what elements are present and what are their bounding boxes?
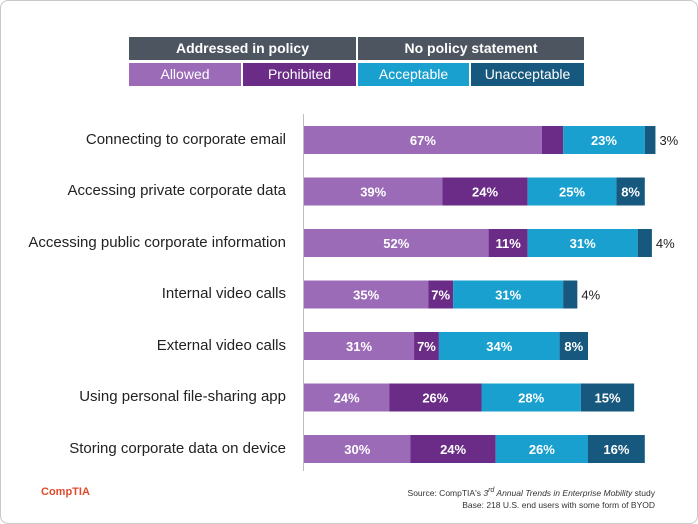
bar-acceptable (495, 435, 588, 463)
source-ordinal: 3 (483, 487, 489, 498)
source-suffix: study (632, 487, 655, 498)
legend-acceptable: Acceptable (358, 63, 469, 86)
data-label: 11% (495, 236, 521, 251)
data-label: 7% (417, 339, 436, 354)
data-label: 15% (595, 391, 621, 406)
bar-prohibited (442, 177, 528, 206)
bar-allowed (304, 332, 415, 360)
data-label: 23% (591, 133, 617, 148)
category-axis-line (303, 114, 304, 471)
data-label: 52% (383, 236, 409, 251)
source-note: Source: CompTIA's 3rd Annual Trends in E… (408, 484, 655, 511)
legend-prohibited: Prohibited (243, 63, 356, 86)
data-label: 16% (603, 442, 629, 457)
bar-prohibited (428, 280, 454, 309)
bar-allowed (304, 280, 429, 309)
category-label: Connecting to corporate email (85, 131, 286, 148)
bar-acceptable (527, 229, 638, 257)
data-label: 24% (472, 185, 498, 200)
data-label: 24% (440, 442, 466, 457)
source-ordinal-sup: rd (488, 486, 495, 494)
bar-unacceptable (559, 332, 588, 360)
category-label: Storing corporate data on device (69, 440, 286, 457)
bar-allowed (304, 126, 542, 154)
data-label: 7% (431, 288, 450, 303)
bar-prohibited (410, 435, 496, 463)
data-label: 39% (360, 185, 386, 200)
data-label: 28% (518, 391, 544, 406)
data-label: 31% (346, 339, 372, 354)
data-label: 26% (422, 391, 448, 406)
bar-unacceptable (644, 126, 656, 154)
data-label: 24% (334, 391, 360, 406)
bar-prohibited (541, 126, 564, 154)
data-label: 4% (581, 288, 600, 303)
bar-unacceptable (616, 177, 645, 206)
legend-unacceptable: Unacceptable (471, 63, 584, 86)
data-label: 3% (659, 133, 678, 148)
data-label: 8% (564, 339, 583, 354)
bar-acceptable (453, 280, 564, 309)
source-prefix: Source: CompTIA's (407, 487, 484, 498)
category-label: External video calls (156, 337, 286, 354)
bar-unacceptable (580, 383, 635, 412)
bar-allowed (304, 177, 443, 206)
bar-prohibited (488, 229, 528, 257)
source-title: Annual Trends in Enterprise Mobility (494, 487, 633, 498)
header-no-policy-statement: No policy statement (358, 37, 584, 60)
data-label: 67% (410, 133, 436, 148)
bar-acceptable (527, 177, 617, 206)
bar-allowed (304, 435, 411, 463)
bar-unacceptable (588, 435, 645, 463)
bar-acceptable (481, 383, 581, 412)
bar-acceptable (438, 332, 560, 360)
comptia-logo: CompTIA (41, 486, 90, 498)
category-label: Accessing public corporate information (28, 234, 286, 251)
bar-unacceptable (563, 280, 578, 309)
category-label: Accessing private corporate data (67, 182, 286, 199)
category-label: Internal video calls (161, 285, 286, 302)
data-label: 34% (486, 339, 512, 354)
data-label: 30% (344, 442, 370, 457)
bar-allowed (304, 383, 390, 412)
bar-prohibited (389, 383, 482, 412)
data-label: 4% (656, 236, 675, 251)
data-label: 25% (559, 185, 585, 200)
data-label: 35% (353, 288, 379, 303)
header-addressed-in-policy: Addressed in policy (129, 37, 356, 60)
data-label: 31% (570, 236, 596, 251)
bar-acceptable (563, 126, 645, 154)
category-label: Using personal file-sharing app (79, 388, 286, 405)
base-note: Base: 218 U.S. end users with some form … (462, 499, 655, 510)
data-label: 31% (495, 288, 521, 303)
bar-prohibited (414, 332, 439, 360)
bar-unacceptable (637, 229, 652, 257)
data-label: 26% (529, 442, 555, 457)
bar-allowed (304, 229, 489, 257)
data-label: 8% (621, 185, 640, 200)
legend-allowed: Allowed (129, 63, 241, 86)
